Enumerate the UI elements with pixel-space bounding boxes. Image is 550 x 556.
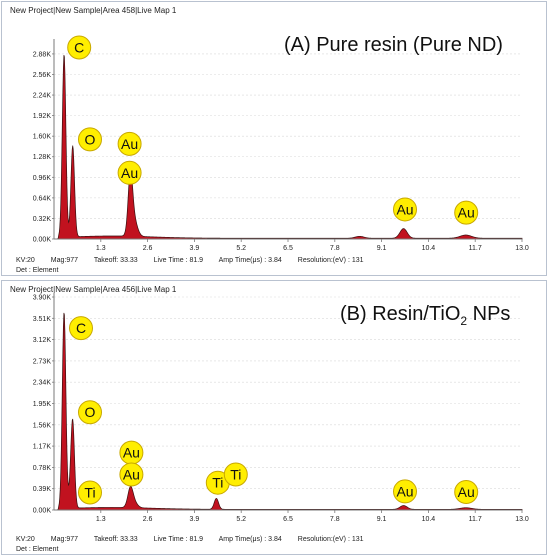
- panel-a-x-tick-label: 11.7: [469, 245, 482, 252]
- panel-a-y-tick-label: 1.60K: [33, 134, 52, 141]
- panel-a-peak-label-badge: [78, 127, 102, 152]
- panel-b-kv: KV:20: [16, 536, 35, 543]
- panel-b-peak-label-ti: Ti: [84, 485, 95, 501]
- panel-b-title-tail: NPs: [467, 303, 511, 325]
- panel-b-title: (B) Resin/TiO2 NPs: [340, 303, 510, 328]
- panel-b-footer-row1: KV:20 Mag:977 Takeoff: 33.33 Live Time :…: [16, 536, 378, 543]
- panel-a-peak-label-badge: [117, 131, 142, 156]
- panel-b-y-tick-label: 3.12K: [33, 337, 52, 344]
- panel-b-y-tick-label: 2.34K: [33, 380, 52, 387]
- panel-b-resolution: Resolution:(eV) : 131: [297, 536, 364, 543]
- panel-b-live-time: Live Time : 81.9: [153, 536, 204, 543]
- panel-b-peak-label-badge: [393, 479, 417, 504]
- panel-b-mag: Mag:977: [50, 536, 79, 543]
- panel-a-y-tick-label: 2.88K: [33, 51, 52, 58]
- panel-a-peak-label-c: C: [74, 39, 84, 55]
- panel-b-peak-label-o: O: [85, 404, 96, 420]
- panel-a-window-title: New Project|New Sample|Area 458|Live Map…: [10, 6, 177, 15]
- panel-a-peak-label-badge: [454, 200, 479, 225]
- panel-b-x-tick-label: 6.5: [283, 516, 293, 523]
- panel-b-peak-label-badge: [78, 400, 102, 425]
- panel-a-peak-label-au: Au: [458, 205, 475, 221]
- panel-b-spectrum-series: [54, 312, 523, 511]
- panel-b-peak-label-au: Au: [123, 445, 140, 461]
- panel-a-peak-label-badge: [393, 197, 417, 222]
- panel-b-peak-label-badge: [223, 462, 248, 487]
- panel-b-peak-label-au: Au: [458, 484, 475, 500]
- panel-a-x-tick-label: 9.1: [377, 245, 387, 252]
- panel-b-x-tick-label: 9.1: [377, 516, 387, 523]
- panel-a-x-tick-label: 5.2: [236, 245, 246, 252]
- panel-a-y-tick-label: 0.64K: [33, 195, 52, 202]
- panel-b-x-tick-label: 1.3: [96, 516, 106, 523]
- panel-a-kv: KV:20: [16, 257, 35, 264]
- panel-b-x-tick-label: 10.4: [422, 516, 436, 523]
- panel-a-y-tick-label: 0.00K: [33, 237, 52, 244]
- panel-a-peak-label-au: Au: [121, 165, 138, 181]
- panel-b-det: Det : Element: [16, 546, 59, 553]
- panel-b-y-tick-label: 1.56K: [33, 422, 52, 429]
- panel-b-title-subscript: 2: [460, 314, 468, 328]
- panel-a-x-tick-label: 7.8: [330, 245, 340, 252]
- panel-b-peak-label-badge: [119, 462, 144, 487]
- panel-a-peak-label-au: Au: [121, 136, 138, 152]
- panel-a-y-tick-label: 2.24K: [33, 93, 52, 100]
- eds-spectrum-chart-b: 0.00K 0.39K 0.78K 1.17K 1.56K 1.95K 2.34K 2.73K…: [33, 293, 529, 523]
- panel-b-x-tick-label: 3.9: [190, 516, 200, 523]
- panel-b-peak-label-badge: [78, 480, 102, 505]
- panel-b-peak-label-au: Au: [396, 483, 413, 499]
- panel-b-peak-label-c: C: [76, 320, 86, 336]
- panel-a-det: Det : Element: [16, 267, 59, 274]
- panel-a-y-tick-label: 1.28K: [33, 154, 52, 161]
- panel-b-y-tick-label: 0.00K: [33, 508, 52, 515]
- eds-spectrum-chart-a: 0.00K 0.32K 0.64K 0.96K 1.28K 1.60K 1.92K 2.24K…: [33, 35, 529, 252]
- panel-b-y-tick-label: 1.95K: [33, 401, 52, 408]
- panel-a-peak-label-o: O: [85, 131, 96, 147]
- panel-b-y-tick-label: 3.90K: [33, 295, 52, 302]
- panel-a-amp-time: Amp Time(μs) : 3.84: [218, 257, 282, 264]
- spectrum-panel-b: New Project|New Sample|Area 456|Live Map…: [1, 280, 547, 555]
- panel-b-window-title: New Project|New Sample|Area 456|Live Map…: [10, 285, 177, 294]
- panel-b-peak-label-ti: Ti: [212, 475, 223, 491]
- panel-b-amp-time: Amp Time(μs) : 3.84: [218, 536, 282, 543]
- panel-b-x-tick-label: 11.7: [469, 516, 482, 523]
- panel-b-peak-label-ti: Ti: [230, 467, 241, 483]
- panel-b-peak-label-badge: [69, 316, 93, 341]
- panel-a-x-tick-label: 13.0: [515, 245, 529, 252]
- panel-a-title: (A) Pure resin (Pure ND): [284, 34, 503, 56]
- panel-a-x-tick-label: 1.3: [96, 245, 106, 252]
- panel-b-takeoff: Takeoff: 33.33: [93, 536, 138, 543]
- panel-a-footer-row1: KV:20 Mag:977 Takeoff: 33.33 Live Time :…: [16, 257, 378, 264]
- panel-a-mag: Mag:977: [50, 257, 79, 264]
- panel-b-title-main: (B) Resin/TiO: [340, 303, 461, 325]
- spectrum-panel-a: New Project|New Sample|Area 458|Live Map…: [1, 1, 547, 276]
- panel-a-x-tick-label: 10.4: [422, 245, 436, 252]
- panel-a-x-tick-label: 2.6: [143, 245, 153, 252]
- panel-b-peak-label-badge: [454, 479, 479, 504]
- panel-b-y-tick-label: 3.51K: [33, 316, 52, 323]
- panel-b-x-tick-label: 13.0: [515, 516, 529, 523]
- panel-a-y-tick-label: 1.92K: [33, 113, 52, 120]
- panel-a-y-tick-label: 0.96K: [33, 175, 52, 182]
- panel-a-resolution: Resolution:(eV) : 131: [297, 257, 364, 264]
- panel-b-peak-label-au: Au: [123, 467, 140, 483]
- panel-b-x-tick-label: 5.2: [236, 516, 246, 523]
- panel-a-x-tick-label: 6.5: [283, 245, 293, 252]
- panel-b-y-tick-label: 2.73K: [33, 358, 52, 365]
- panel-a-live-time: Live Time : 81.9: [153, 257, 204, 264]
- panel-b-y-tick-label: 0.78K: [33, 465, 52, 472]
- panel-b-x-tick-label: 7.8: [330, 516, 340, 523]
- panel-a-x-tick-label: 3.9: [190, 245, 200, 252]
- panel-b-x-tick-label: 2.6: [143, 516, 153, 523]
- panel-a-peak-label-badge: [117, 160, 142, 185]
- panel-a-y-tick-label: 2.56K: [33, 72, 52, 79]
- panel-b-y-tick-label: 1.17K: [33, 444, 52, 451]
- panel-a-peak-label-au: Au: [396, 201, 413, 217]
- panel-a-y-tick-label: 0.32K: [33, 216, 52, 223]
- panel-a-takeoff: Takeoff: 33.33: [93, 257, 138, 264]
- panel-b-y-tick-label: 0.39K: [33, 486, 52, 493]
- panel-a-peak-label-badge: [67, 35, 92, 60]
